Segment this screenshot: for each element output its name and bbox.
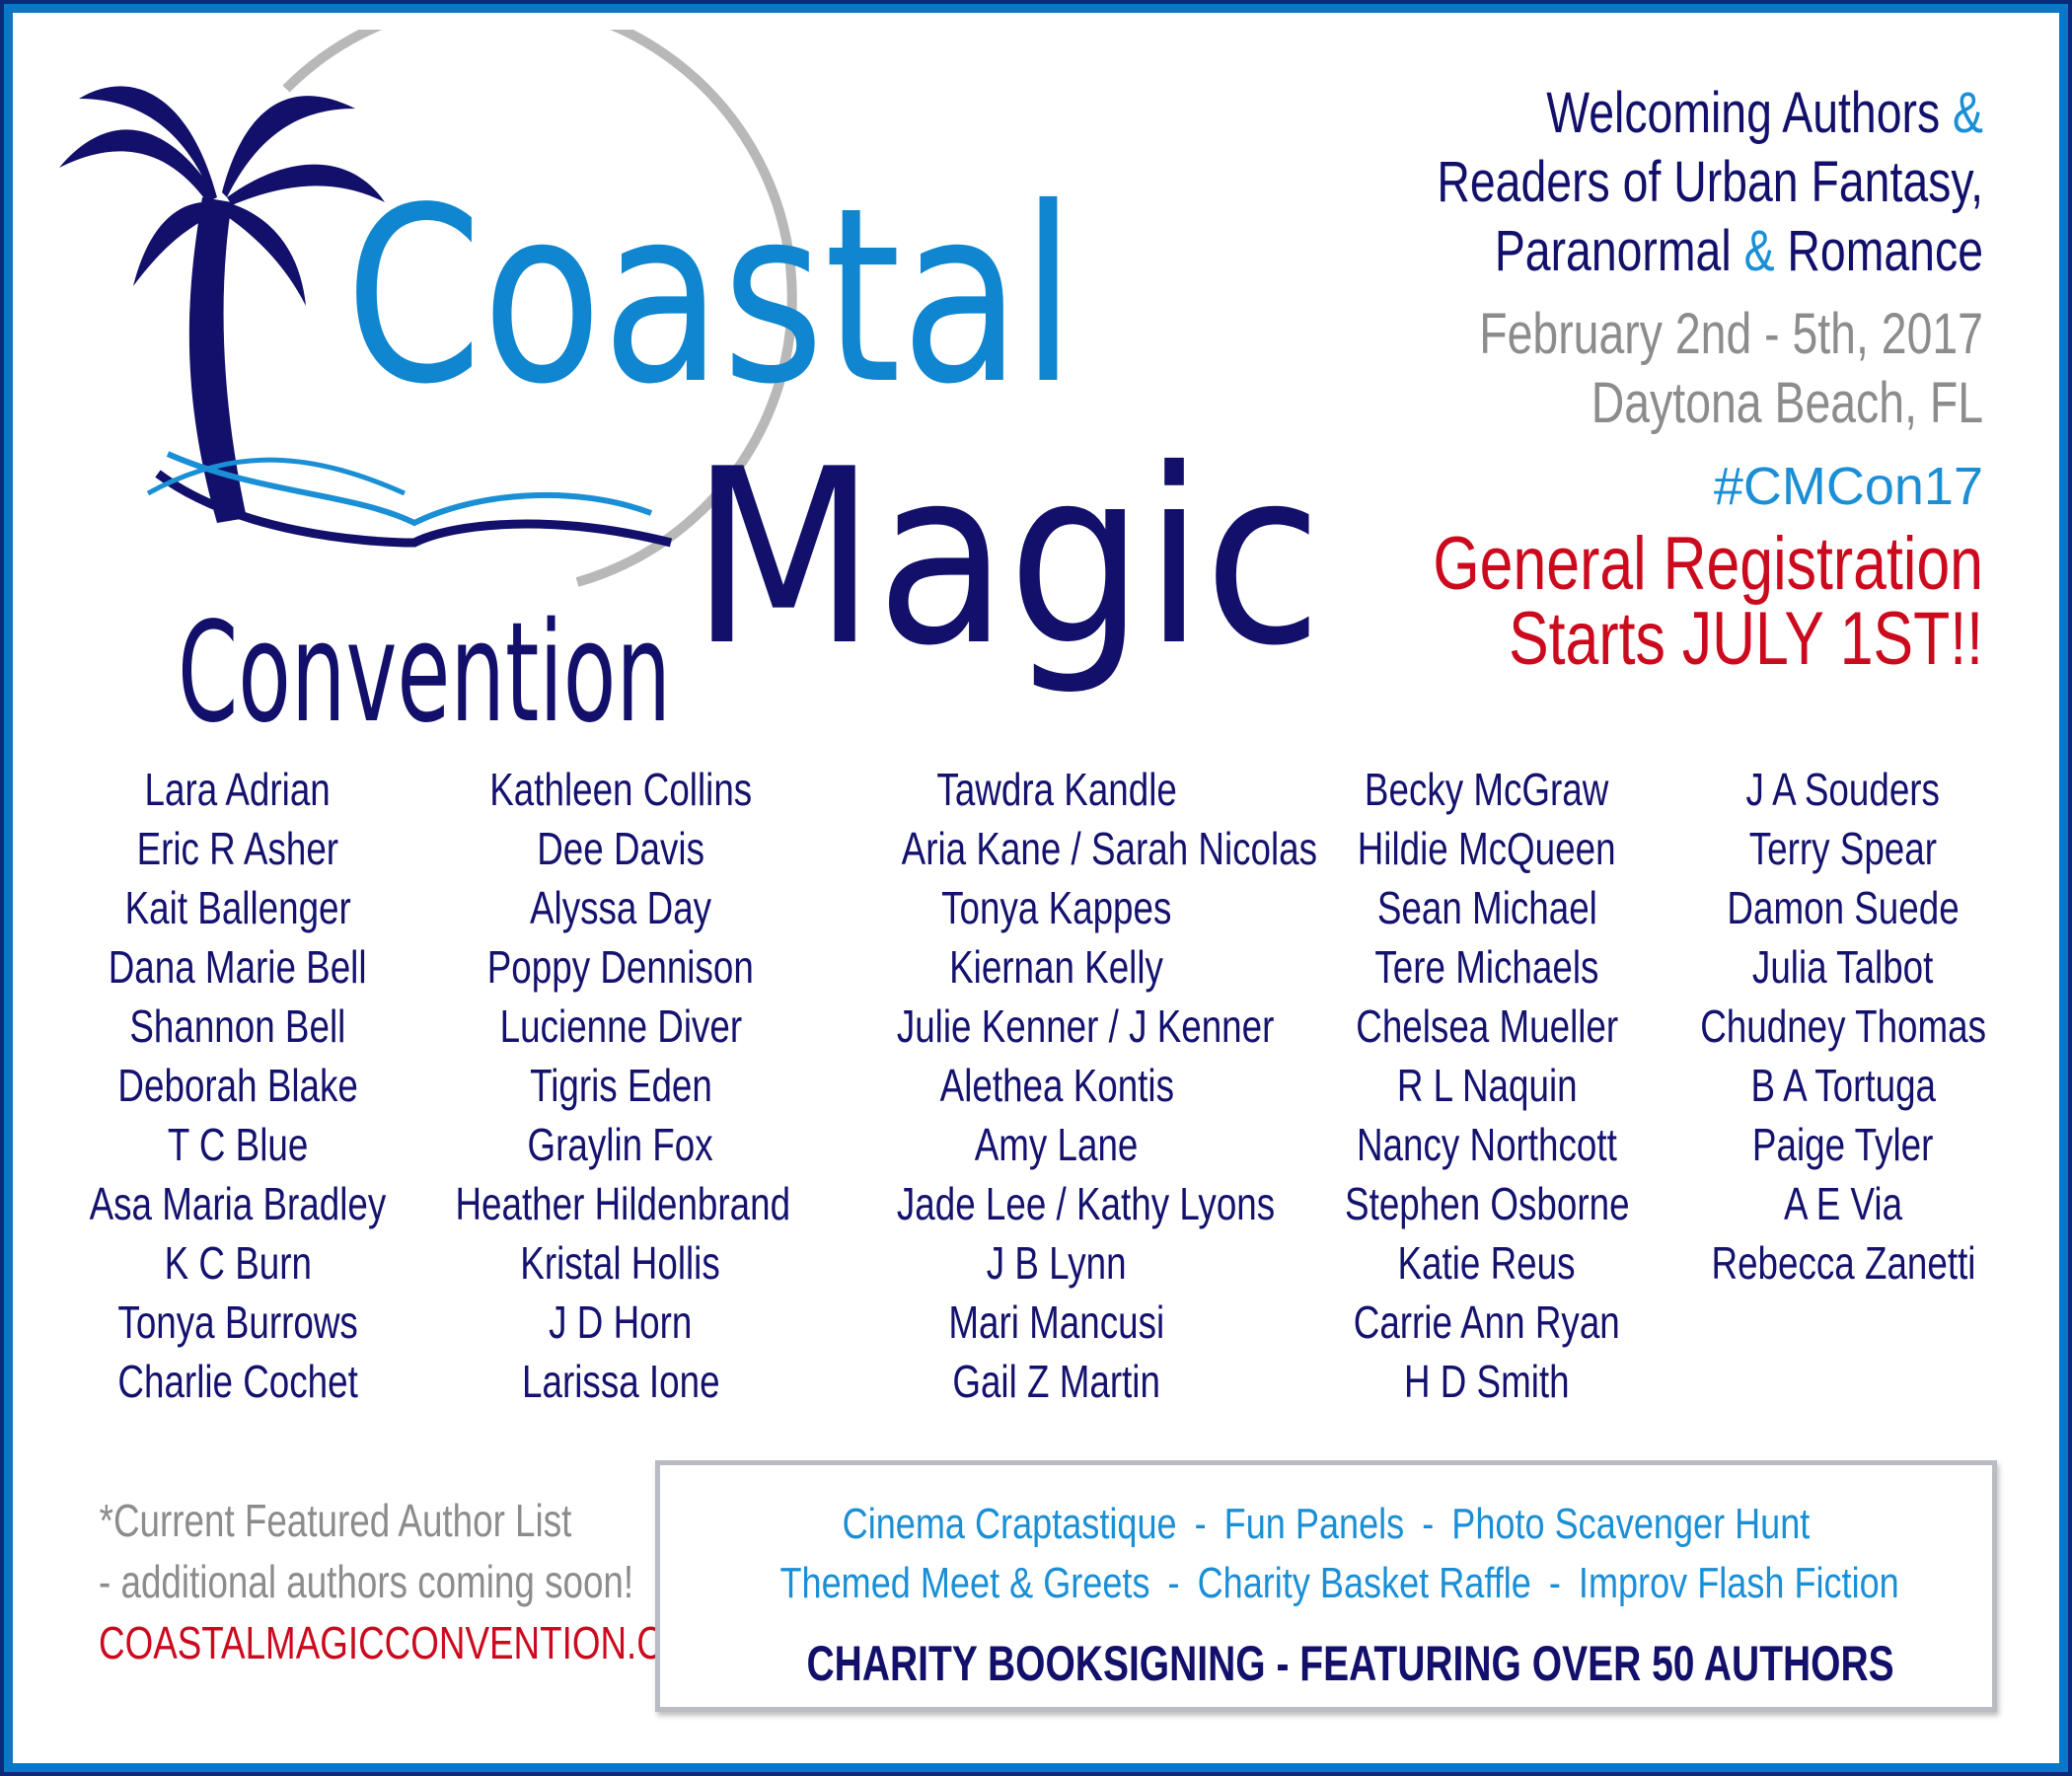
author-name: Kiernan Kelly — [949, 941, 1164, 993]
author-name: Tonya Burrows — [117, 1296, 358, 1348]
author-name: B A Tortuga — [1750, 1060, 1936, 1111]
separator: - — [1422, 1500, 1435, 1548]
author-name: Amy Lane — [975, 1119, 1139, 1170]
website-link[interactable]: COASTALMAGICCONVENTION.COM — [99, 1617, 722, 1668]
author-name: Damon Suede — [1727, 882, 1960, 933]
author-name: Carrie Ann Ryan — [1354, 1296, 1620, 1348]
author-name: Alethea Kontis — [939, 1060, 1174, 1111]
separator: - — [1167, 1559, 1180, 1607]
author-name: Nancy Northcott — [1357, 1119, 1617, 1170]
activities-row-1: Cinema Craptastique - Fun Panels - Photo Sca… — [780, 1495, 1873, 1554]
author-name: Gail Z Martin — [952, 1356, 1161, 1407]
hashtag: #CMCon17 — [1713, 457, 1983, 516]
registration-line-2: Starts JULY 1ST!! — [1509, 597, 1983, 681]
author-name: T C Blue — [167, 1119, 309, 1170]
charity-booksigning: CHARITY BOOKSIGNING - FEATURING OVER 50 … — [806, 1636, 1894, 1691]
author-name: J B Lynn — [987, 1237, 1127, 1289]
activities-box: Cinema Craptastique - Fun Panels - Photo Sca… — [655, 1460, 1997, 1712]
author-name: Charlie Cochet — [117, 1356, 358, 1407]
event-dates: February 2nd - 5th, 2017 — [1479, 302, 1983, 366]
activity-item: Themed Meet & Greets — [779, 1559, 1150, 1607]
author-name: Rebecca Zanetti — [1711, 1237, 1975, 1289]
author-name: Chudney Thomas — [1700, 1000, 1986, 1052]
activity-item: Improv Flash Fiction — [1578, 1559, 1899, 1607]
author-name: Kristal Hollis — [520, 1237, 721, 1289]
author-name: Aria Kane / Sarah Nicolas — [901, 823, 1318, 874]
note-line-2: - additional authors coming soon! — [99, 1556, 634, 1607]
author-name: Heather Hildenbrand — [455, 1178, 791, 1229]
author-name: K C Burn — [164, 1237, 312, 1289]
activities-row-2: Themed Meet & Greets - Charity Basket Raff… — [779, 1554, 1899, 1613]
open-book-icon — [146, 451, 673, 548]
welcome-line-1: Welcoming Authors & — [1546, 81, 1983, 145]
author-name: Lara Adrian — [144, 764, 332, 815]
author-column: J A Souders Terry Spear Damon Suede Julia T… — [1636, 760, 2050, 1293]
author-name: Tigris Eden — [529, 1060, 712, 1111]
author-name: Alyssa Day — [529, 882, 712, 933]
author-name: Stephen Osborne — [1344, 1178, 1630, 1229]
activity-item: Charity Basket Raffle — [1197, 1559, 1531, 1607]
author-column: Kathleen Collins Dee Davis Alyssa Day Poppy… — [413, 760, 828, 1411]
author-name: H D Smith — [1404, 1356, 1570, 1407]
author-name: Julie Kenner / J Kenner — [896, 1000, 1275, 1052]
author-name: Jade Lee / Kathy Lyons — [896, 1178, 1276, 1229]
author-name: Paige Tyler — [1752, 1119, 1934, 1170]
author-name: Poppy Dennison — [486, 941, 755, 993]
author-list-note: *Current Featured Author List - addition… — [39, 1490, 722, 1673]
convention-logo: Coastal Magic Convention — [59, 30, 1322, 740]
author-name: Dee Davis — [537, 823, 704, 874]
palm-tree-icon — [59, 86, 385, 523]
author-name: Dana Marie Bell — [109, 941, 367, 993]
logo-word-coastal: Coastal — [345, 156, 1075, 437]
author-name: Sean Michael — [1376, 882, 1597, 933]
author-name: Deborah Blake — [117, 1060, 358, 1111]
author-name: J D Horn — [549, 1296, 693, 1348]
author-name: Kathleen Collins — [489, 764, 752, 815]
author-name: Hildie McQueen — [1358, 823, 1616, 874]
author-name: Larissa Ione — [521, 1356, 720, 1407]
event-info: Welcoming Authors & Readers of Urban Fan… — [1293, 79, 1983, 677]
separator: - — [1548, 1559, 1561, 1607]
author-name: Tere Michaels — [1374, 941, 1599, 993]
blue-border — [4, 4, 2068, 1772]
author-name: Katie Reus — [1397, 1237, 1576, 1289]
author-column: Lara Adrian Eric R Asher Kait Ballenger Dan… — [31, 760, 445, 1411]
welcome-line-2: Readers of Urban Fantasy, — [1437, 150, 1983, 214]
activity-item: Fun Panels — [1223, 1500, 1405, 1548]
activity-item: Photo Scavenger Hunt — [1451, 1500, 1811, 1548]
author-name: Becky McGraw — [1365, 764, 1609, 815]
registration-line-1: General Registration — [1433, 522, 1983, 606]
activity-item: Cinema Craptastique — [842, 1500, 1177, 1548]
note-line-1: *Current Featured Author List — [99, 1495, 572, 1546]
author-name: Graylin Fox — [527, 1119, 714, 1170]
wave-icon — [146, 457, 407, 496]
author-name: Mari Mancusi — [948, 1296, 1165, 1348]
author-name: Terry Spear — [1748, 823, 1938, 874]
author-name: A E Via — [1783, 1178, 1903, 1229]
author-name: Lucienne Diver — [499, 1000, 742, 1052]
author-name: Shannon Bell — [129, 1000, 346, 1052]
event-location: Daytona Beach, FL — [1591, 371, 1983, 435]
moon-arc — [282, 30, 797, 587]
logo-word-magic: Magic — [691, 417, 1322, 699]
author-name: Asa Maria Bradley — [89, 1178, 387, 1229]
author-column: Tawdra Kandle Aria Kane / Sarah Nicolas To… — [850, 760, 1317, 1411]
author-name: Chelsea Mueller — [1356, 1000, 1618, 1052]
separator: - — [1194, 1500, 1207, 1548]
author-name: Tawdra Kandle — [936, 764, 1177, 815]
author-name: Eric R Asher — [136, 823, 339, 874]
welcome-line-3: Paranormal & Romance — [1494, 219, 1983, 283]
logo-word-convention: Convention — [178, 593, 671, 740]
author-name: Julia Talbot — [1752, 941, 1934, 993]
author-column: Becky McGraw Hildie McQueen Sean Michael Te… — [1280, 760, 1694, 1411]
author-name: Tonya Kappes — [941, 882, 1172, 933]
author-name: J A Souders — [1745, 764, 1941, 815]
author-name: R L Naquin — [1396, 1060, 1578, 1111]
author-name: Kait Ballenger — [124, 882, 351, 933]
